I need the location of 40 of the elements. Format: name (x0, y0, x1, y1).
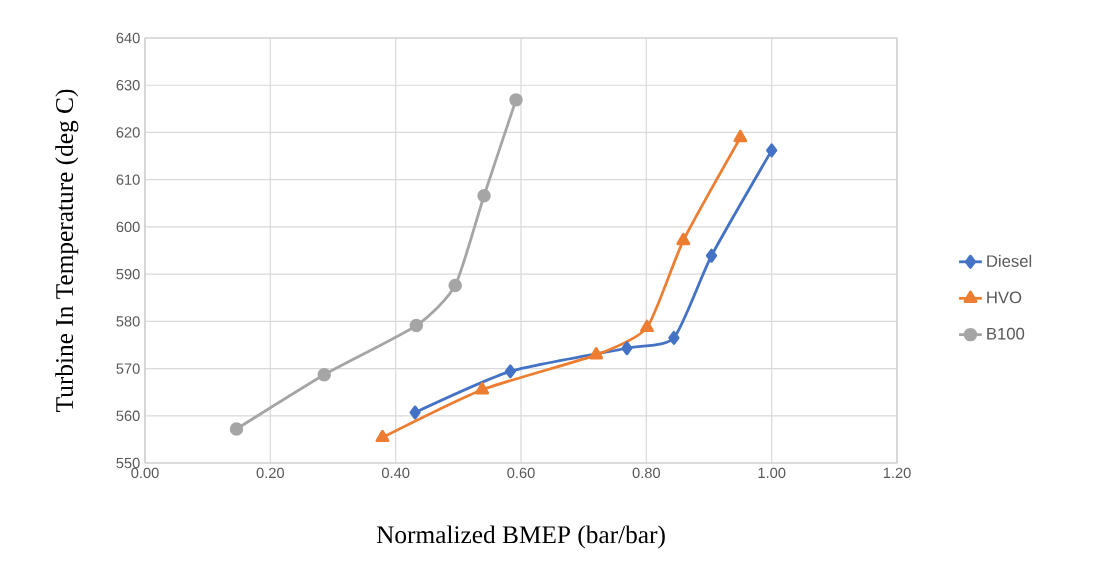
point (504, 364, 516, 379)
x-axis-title: Normalized BMEP (bar/bar) (376, 525, 665, 549)
point (409, 405, 421, 420)
x-tick-label: 1.00 (758, 467, 786, 479)
y-tick-label: 640 (116, 32, 140, 44)
y-tick-label: 620 (116, 127, 140, 138)
point (733, 129, 748, 143)
y-tick-label: 570 (116, 363, 140, 374)
point (676, 232, 691, 246)
x-tick-label: 0.40 (381, 467, 410, 479)
point (409, 318, 424, 333)
point (475, 382, 490, 395)
x-tick-label: 0.20 (256, 467, 285, 479)
point (448, 278, 462, 293)
y-tick-label: 590 (116, 268, 140, 280)
x-tick-label: 1.20 (883, 467, 911, 479)
point (766, 143, 778, 158)
y-axis-title: Turbine In Temperature (deg C) (55, 89, 79, 412)
point (621, 341, 633, 356)
point (229, 422, 244, 436)
point (589, 347, 604, 360)
point (509, 93, 523, 107)
x-tick-label: 0.80 (632, 467, 661, 479)
point (705, 248, 718, 263)
legend-label: HVO (987, 291, 1022, 304)
y-tick-label: 610 (116, 174, 140, 185)
y-tick-label: 600 (116, 221, 140, 233)
y-tick-label: 560 (116, 410, 140, 421)
y-tick-label: 550 (116, 457, 140, 469)
x-tick-label: 0.00 (131, 467, 159, 479)
point (375, 429, 390, 443)
point (640, 319, 654, 333)
point (477, 188, 491, 203)
y-tick-label: 580 (116, 316, 140, 327)
x-tick-label: 0.60 (507, 467, 535, 479)
y-tick-label: 630 (116, 80, 140, 91)
point (668, 330, 680, 345)
legend-label: B100 (987, 327, 1025, 340)
legend-label: Diesel (987, 254, 1032, 268)
point (317, 367, 331, 382)
